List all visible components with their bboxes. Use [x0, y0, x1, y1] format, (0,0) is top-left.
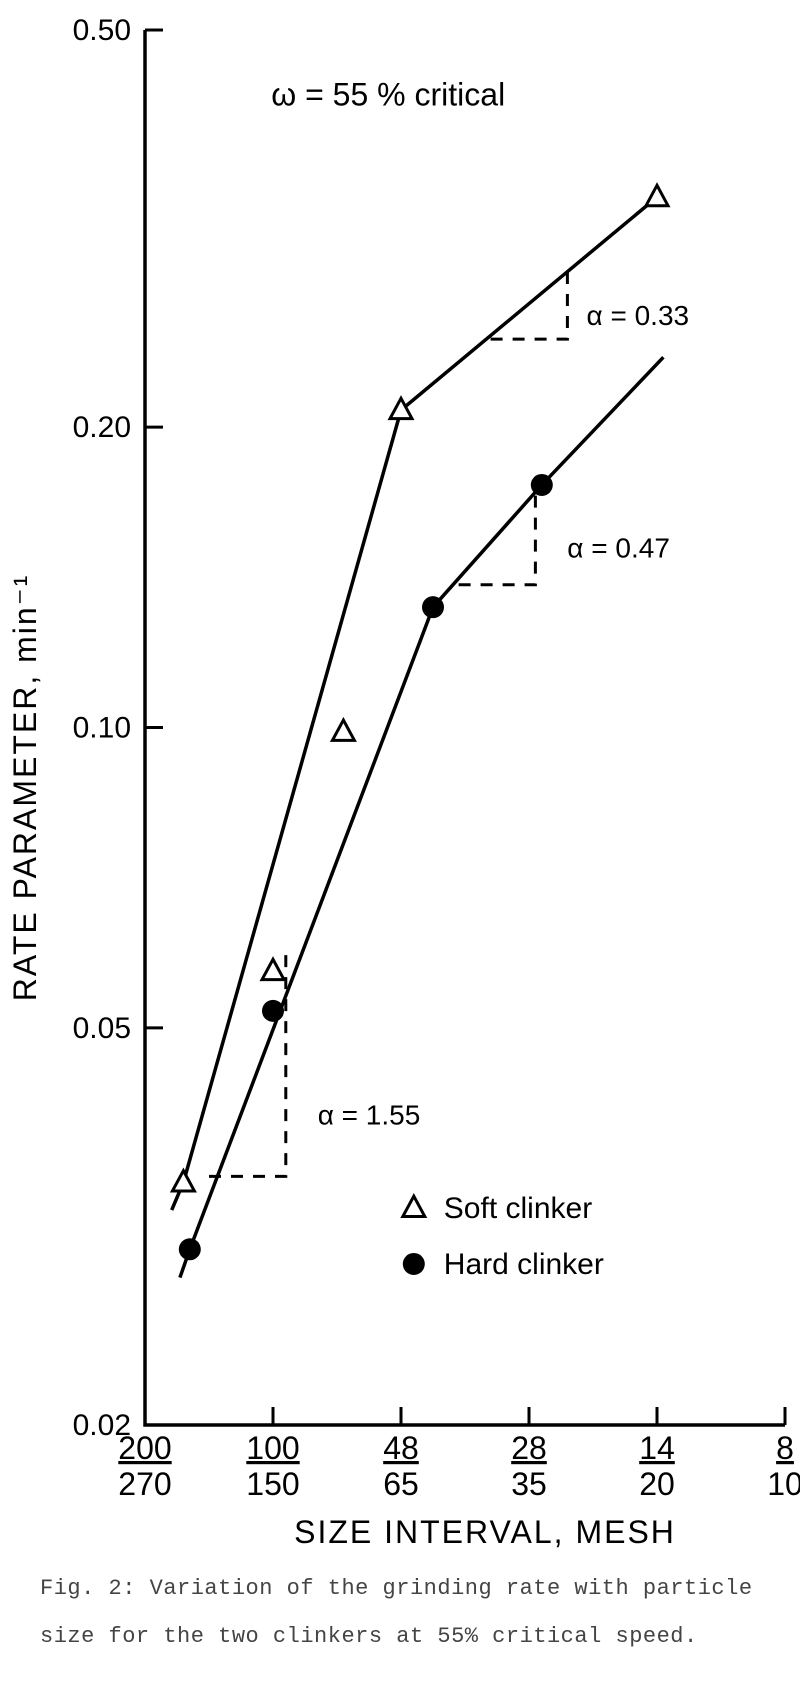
x-tick-top: 200 [118, 1430, 171, 1466]
figure-caption: Fig. 2: Variation of the grinding rate w… [0, 1555, 800, 1692]
series-line [433, 485, 542, 607]
x-tick-bot: 35 [511, 1466, 547, 1502]
x-tick-top: 28 [511, 1430, 547, 1466]
series-line [183, 410, 401, 1182]
x-tick-bot: 10 [767, 1466, 800, 1502]
x-tick-top: 14 [639, 1430, 675, 1466]
slope-indicator [209, 949, 286, 1176]
x-axis-label: SIZE INTERVAL, MESH [294, 1514, 676, 1550]
caption-text: Variation of the grinding rate with part… [40, 1576, 753, 1649]
y-tick-label: 0.50 [73, 14, 131, 47]
alpha-label: α = 1.55 [318, 1100, 421, 1131]
y-tick-label: 0.20 [73, 411, 131, 444]
y-tick-label: 0.10 [73, 712, 131, 745]
triangle-marker [262, 959, 284, 979]
alpha-label: α = 0.33 [587, 300, 690, 331]
circle-marker [531, 474, 553, 496]
x-tick-bot: 150 [246, 1466, 299, 1502]
figure-container: 0.020.050.100.200.5020027010015048652835… [0, 0, 800, 1555]
rate-vs-size-chart: 0.020.050.100.200.5020027010015048652835… [0, 0, 800, 1555]
triangle-marker [403, 1196, 425, 1216]
triangle-marker [332, 720, 354, 740]
alpha-label: α = 0.47 [567, 533, 670, 564]
x-tick-bot: 65 [383, 1466, 419, 1502]
y-tick-label: 0.05 [73, 1012, 131, 1045]
circle-marker [403, 1253, 425, 1275]
x-tick-bot: 20 [639, 1466, 675, 1502]
x-tick-top: 8 [776, 1430, 794, 1466]
triangle-marker [172, 1171, 194, 1191]
circle-marker [179, 1238, 201, 1260]
legend-label: Soft clinker [444, 1192, 592, 1225]
x-tick-top: 48 [383, 1430, 419, 1466]
triangle-marker [646, 185, 668, 205]
series-line [190, 607, 433, 1249]
caption-prefix: Fig. 2: [40, 1576, 136, 1601]
triangle-marker [390, 398, 412, 418]
x-tick-bot: 270 [118, 1466, 171, 1502]
annotation-title: ω = 55 % critical [271, 77, 505, 113]
circle-marker [262, 1000, 284, 1022]
x-tick-top: 100 [246, 1430, 299, 1466]
series-line-ext [542, 357, 664, 485]
circle-marker [422, 596, 444, 618]
y-axis-label: RATE PARAMETER, min⁻¹ [7, 574, 43, 1002]
legend-label: Hard clinker [444, 1248, 604, 1281]
